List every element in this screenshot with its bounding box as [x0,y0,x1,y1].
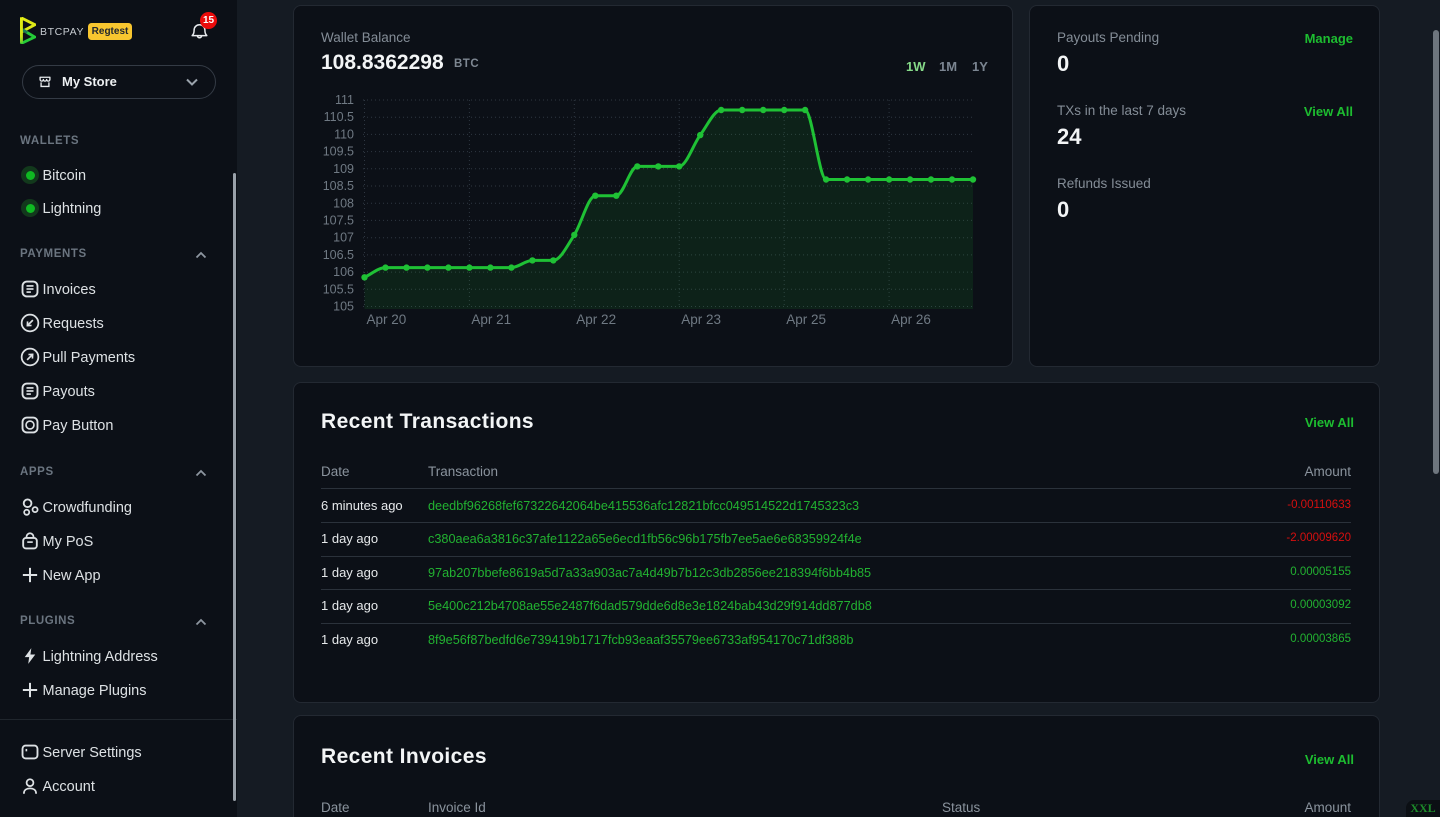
svg-text:Apr 22: Apr 22 [576,312,616,327]
svg-text:107.5: 107.5 [323,214,354,228]
svg-text:107: 107 [333,231,354,245]
svg-text:Apr 25: Apr 25 [786,312,826,327]
svg-text:108: 108 [333,196,354,210]
svg-text:106: 106 [333,265,354,279]
svg-text:Apr 21: Apr 21 [471,312,511,327]
svg-text:105.5: 105.5 [323,282,354,296]
svg-text:105: 105 [333,300,354,314]
svg-text:Apr 23: Apr 23 [681,312,721,327]
svg-text:111: 111 [335,93,354,107]
svg-text:106.5: 106.5 [323,248,354,262]
svg-text:110: 110 [334,127,354,141]
svg-text:108.5: 108.5 [323,179,354,193]
svg-text:Apr 20: Apr 20 [367,312,407,327]
svg-text:110.5: 110.5 [324,110,354,124]
svg-text:109: 109 [333,162,354,176]
svg-text:109.5: 109.5 [323,145,354,159]
svg-text:Apr 26: Apr 26 [891,312,931,327]
